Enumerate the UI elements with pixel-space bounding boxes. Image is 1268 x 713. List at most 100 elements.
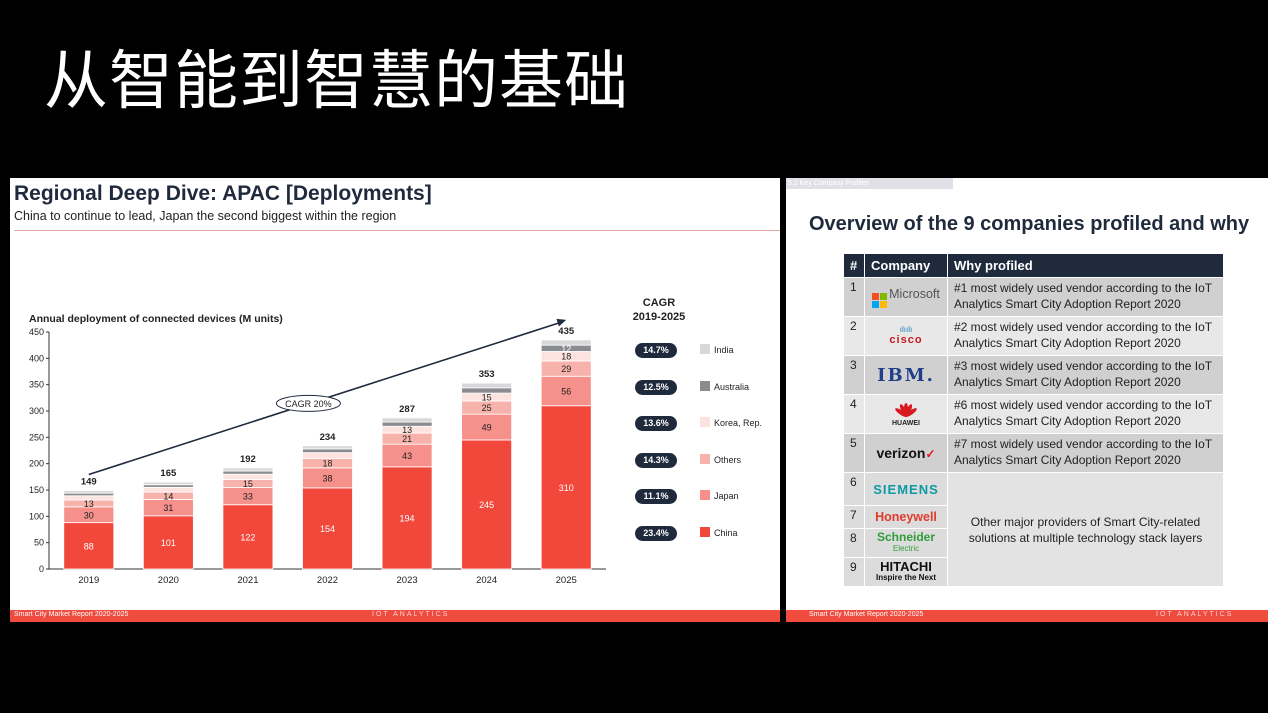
bar-value-label: 194 [400, 513, 415, 523]
cagr-pill: 14.3% [635, 452, 677, 468]
bar-segment [461, 387, 513, 394]
why-profiled: #7 most widely used vendor according to … [948, 434, 1223, 472]
row-number: 2 [844, 317, 864, 355]
bar-value-label: 15 [482, 393, 492, 403]
row-number: 6 [844, 473, 864, 505]
table-row: 6 SIEMENS Other major providers of Smart… [844, 473, 1223, 586]
cisco-logo: ılıılı cisco [865, 317, 947, 355]
bar-value-label: 101 [161, 538, 176, 548]
bar-value-label: 29 [561, 364, 571, 374]
schneider-electric-logo: Schneider Electric [865, 529, 947, 557]
bar-segment [63, 490, 115, 494]
bar-value-label: 15 [243, 479, 253, 489]
bar-value-label: 88 [84, 541, 94, 551]
bar-segment [302, 452, 353, 459]
huawei-logo: HUAWEI [865, 395, 947, 433]
bar-segment [222, 504, 274, 570]
why-line-1: #6 most widely used vendor according to … [954, 398, 1213, 412]
legend-swatch [700, 417, 710, 427]
y-tick-label: 450 [29, 327, 44, 337]
bar-segment [302, 448, 353, 454]
bar-segment [540, 375, 592, 407]
iot-analytics-logo: IOT ANALYTICS [1156, 611, 1234, 618]
y-tick-label: 200 [29, 459, 44, 469]
bar-segment [540, 405, 592, 570]
cagr-pill: 12.5% [635, 379, 677, 395]
bar-value-label: 154 [320, 524, 335, 534]
table-row: 1 Microsoft #1 most widely used vendor a… [844, 278, 1223, 316]
company-name: Honeywell [875, 510, 937, 524]
why-line-2: Analytics Smart City Adoption Report 202… [954, 375, 1181, 389]
bar-segment [381, 421, 433, 427]
bar-segment [222, 467, 274, 472]
legend-label: China [714, 527, 738, 538]
legend-swatch [700, 453, 710, 464]
company-name: IBM. [877, 364, 935, 386]
stacked-bar-chart: Annual deployment of connected devices (… [29, 313, 606, 586]
y-tick-label: 350 [29, 380, 44, 390]
footer-text: Smart City Market Report 2020-2025 [809, 611, 924, 618]
x-tick-label: 2022 [317, 575, 338, 586]
why-line-2: Analytics Smart City Adoption Report 202… [954, 297, 1181, 311]
bar-value-label: 25 [482, 403, 492, 413]
slide-subtitle: China to continue to lead, Japan the sec… [14, 209, 397, 223]
table-row: 8 Schneider Electric [844, 529, 1223, 557]
slide-footer: Smart City Market Report 2020-2025 IOT A… [10, 610, 780, 622]
legend-swatch [700, 380, 710, 391]
cagr-pill: 13.6% [635, 416, 677, 431]
title-divider [14, 230, 780, 231]
column-header-company: Company [865, 254, 947, 277]
note-line-2: solutions at multiple technology stack l… [968, 530, 1203, 545]
bar-value-label: 31 [163, 503, 173, 513]
legend-label: Others [714, 454, 742, 465]
row-number: 8 [844, 529, 864, 557]
bar-value-label: 18 [561, 352, 571, 362]
other-providers-note: Other major providers of Smart City-rela… [948, 473, 1223, 586]
bar-segment [142, 486, 194, 493]
cagr-pill: 14.7% [635, 343, 677, 358]
bar-segment [222, 473, 274, 480]
row-number: 3 [844, 356, 864, 394]
arrow-head-icon [556, 318, 567, 327]
bar-total-label: 353 [479, 369, 495, 380]
bar-segment [222, 470, 274, 475]
bar-value-label: 310 [559, 483, 574, 493]
bar-segment [461, 382, 513, 389]
bar-value-label: 30 [84, 510, 94, 520]
cagr-annotation: CAGR 20% [285, 399, 332, 409]
why-line-1: #2 most widely used vendor according to … [954, 320, 1213, 334]
table-header-row: # Company Why profiled [844, 254, 1223, 277]
y-tick-label: 50 [34, 538, 44, 548]
row-number: 4 [844, 395, 864, 433]
legend-item: Others [700, 453, 742, 465]
bar-total-label: 287 [399, 404, 415, 415]
legend-label: Australia [714, 381, 750, 392]
bar-value-label: 43 [402, 451, 412, 461]
verizon-logo: verizon✓ [865, 434, 947, 472]
hitachi-logo: HITACHI Inspire the Next [865, 558, 947, 586]
bar-segment [302, 445, 353, 450]
cisco-bars-icon: ılıılı [899, 325, 913, 334]
x-tick-label: 2019 [78, 575, 99, 586]
y-tick-label: 150 [29, 485, 44, 495]
section-tag: 5.2 Key Company Profiles [786, 178, 953, 189]
company-profiles-slide: 5.2 Key Company Profiles Overview of the… [786, 178, 1268, 622]
bar-segment [63, 495, 115, 501]
iot-analytics-logo: IOT ANALYTICS [372, 611, 450, 618]
company-name: cisco [889, 334, 923, 346]
windows-icon [872, 292, 888, 308]
y-tick-label: 100 [29, 511, 44, 521]
bar-value-label: 38 [322, 473, 332, 483]
row-number: 9 [844, 558, 864, 586]
legend-swatch [700, 344, 710, 354]
x-tick-label: 2024 [476, 575, 497, 586]
company-name-2: Inspire the Next [875, 573, 936, 582]
legend-item: Australia [700, 380, 750, 392]
bar-value-label: 12 [561, 344, 571, 354]
bar-segment [461, 413, 513, 441]
bar-segment [142, 481, 194, 486]
note-line-1: Other major providers of Smart City-rela… [970, 514, 1201, 529]
verizon-check-icon: ✓ [925, 447, 936, 461]
slide-footer: Smart City Market Report 2020-2025 IOT A… [786, 610, 1268, 622]
why-profiled: #6 most widely used vendor according to … [948, 395, 1223, 433]
